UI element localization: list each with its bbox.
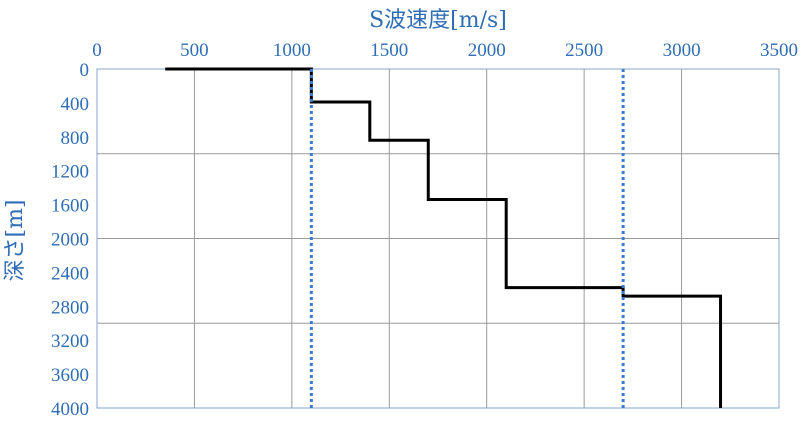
x-tick-label: 3500 bbox=[760, 40, 798, 61]
y-tick-label: 1200 bbox=[51, 162, 89, 183]
y-tick-label: 1600 bbox=[51, 196, 89, 217]
y-tick-label: 3200 bbox=[51, 331, 89, 352]
x-tick-label: 500 bbox=[180, 40, 209, 61]
x-tick-label: 1500 bbox=[370, 40, 408, 61]
velocity-profile-line bbox=[165, 67, 723, 408]
y-axis-title: 深さ[m] bbox=[3, 199, 28, 281]
y-tick-label: 800 bbox=[61, 128, 90, 149]
y-tick-label: 3600 bbox=[51, 365, 89, 386]
plot-area-frame bbox=[96, 68, 780, 409]
y-tick-label: 0 bbox=[80, 60, 90, 81]
y-tick-label: 2800 bbox=[51, 297, 89, 318]
y-tick-label: 2000 bbox=[51, 230, 89, 251]
x-tick-label: 2000 bbox=[468, 40, 506, 61]
x-axis-title: S波速度[m/s] bbox=[369, 8, 507, 33]
y-tick-label: 400 bbox=[61, 94, 90, 115]
grid-lines bbox=[97, 69, 780, 408]
x-tick-label: 3000 bbox=[663, 40, 701, 61]
y-tick-label: 2400 bbox=[51, 263, 89, 284]
x-tick-label: 1000 bbox=[273, 40, 311, 61]
x-tick-labels: 0 500 1000 1500 2000 2500 3000 3500 bbox=[92, 40, 798, 61]
y-tick-label: 4000 bbox=[51, 399, 89, 420]
x-tick-label: 2500 bbox=[565, 40, 603, 61]
data-series bbox=[165, 67, 723, 408]
x-tick-label: 0 bbox=[92, 40, 102, 61]
y-tick-labels: 0 400 800 1200 1600 2000 2400 2800 3200 3600 4000 bbox=[51, 60, 89, 420]
